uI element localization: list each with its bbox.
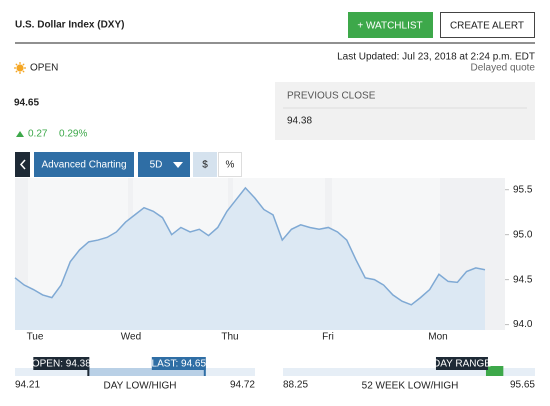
watchlist-button[interactable]: [348, 12, 433, 38]
x-tick-label: Mon: [428, 332, 447, 343]
x-tick-label: Tue: [27, 332, 44, 343]
x-tick-label: Wed: [121, 332, 141, 343]
previous-close-box: [275, 82, 535, 140]
day-high: 94.72: [230, 380, 255, 391]
watchlist-text[interactable]: + WATCHLIST: [357, 21, 422, 32]
day-range-marker-label: DAY RANGE: [433, 359, 491, 370]
collapse-icon[interactable]: [19, 159, 26, 170]
alert-button[interactable]: [440, 12, 535, 38]
week52-label: 52 WEEK LOW/HIGH: [362, 381, 459, 392]
previous-close-label: PREVIOUS CLOSE: [287, 91, 376, 102]
market-status: OPEN: [30, 63, 58, 74]
price: 94.65: [14, 98, 39, 109]
y-tick-label: 95.0: [513, 229, 533, 240]
currency-button[interactable]: [193, 152, 217, 177]
day-range-label-box: [435, 357, 488, 370]
sun-icon: [14, 62, 26, 74]
last-label: LAST: 94.65: [152, 359, 207, 370]
percent-text[interactable]: %: [226, 160, 235, 171]
x-tick-label: Fri: [322, 332, 334, 343]
change-percent: 0.29%: [59, 129, 87, 140]
open-label-box: [33, 357, 90, 370]
week52-track: [283, 368, 535, 376]
day-range-fill: [88, 368, 205, 376]
y-tick-label: 95.5: [513, 184, 533, 195]
alert-text[interactable]: CREATE ALERT: [450, 21, 524, 32]
delayed-quote: Delayed quote: [471, 63, 536, 74]
period-text[interactable]: 5D: [150, 160, 163, 171]
week52-day-range: [485, 366, 504, 376]
open-label: OPEN: 94.38: [32, 359, 91, 370]
day-low: 94.21: [15, 380, 40, 391]
advanced-charting-button[interactable]: [34, 152, 134, 177]
x-tick-label: Thu: [221, 332, 238, 343]
week52-low: 88.25: [283, 380, 308, 391]
y-tick-label: 94.5: [513, 274, 533, 285]
currency-text[interactable]: $: [202, 160, 208, 171]
up-arrow: [16, 131, 24, 137]
last-updated: Last Updated: Jul 23, 2018 at 2:24 p.m. …: [337, 52, 535, 63]
advanced-charting-text[interactable]: Advanced Charting: [41, 160, 126, 171]
week52-high: 95.65: [510, 380, 535, 391]
y-tick-label: 94.0: [513, 319, 533, 330]
page-title: U.S. Dollar Index (DXY): [15, 20, 124, 31]
last-label-box: [151, 357, 206, 370]
previous-close-value: 94.38: [287, 116, 312, 127]
percent-button[interactable]: [218, 152, 242, 177]
change: 0.27: [28, 129, 48, 140]
line-area: [15, 187, 485, 330]
day-range-label: DAY LOW/HIGH: [104, 381, 177, 392]
period-button[interactable]: [138, 152, 190, 177]
period-caret[interactable]: [173, 162, 183, 168]
collapse-button[interactable]: [15, 152, 30, 177]
price-line: [14, 186, 486, 306]
